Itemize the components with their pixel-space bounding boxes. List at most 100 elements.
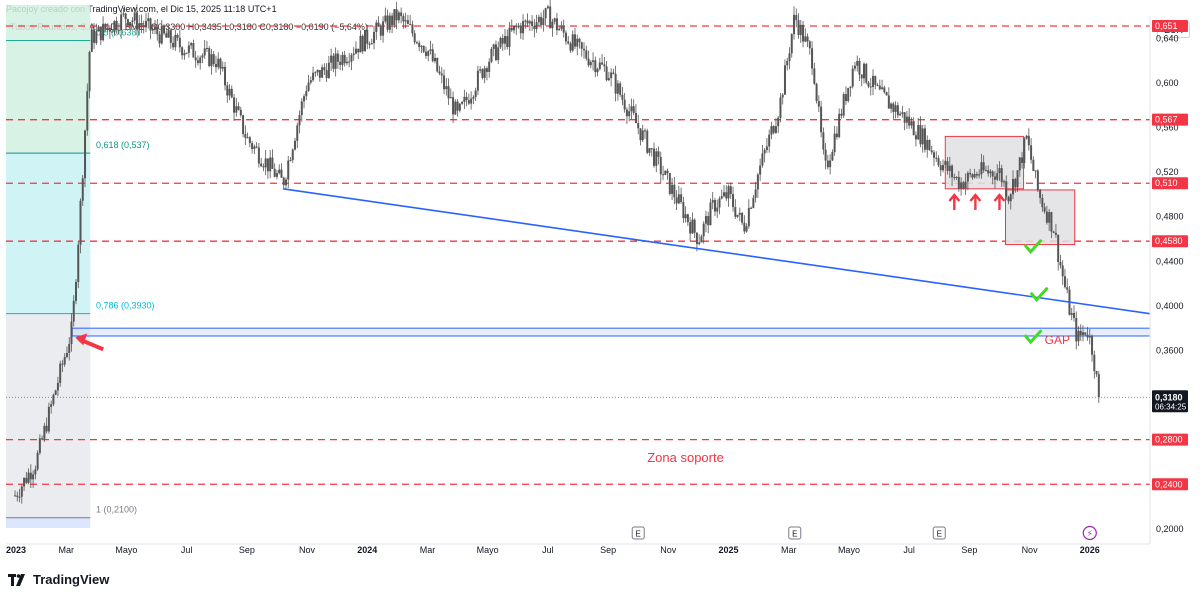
candle-body: [289, 160, 292, 162]
fib-label: 0,5 (0,638): [96, 28, 140, 38]
candle-body: [90, 29, 93, 52]
candle-body: [641, 130, 644, 141]
candle-body: [1054, 232, 1057, 235]
candle-body: [876, 84, 879, 86]
candle-body: [253, 146, 256, 149]
candle-body: [273, 168, 276, 177]
candle-body: [709, 202, 712, 226]
candle-body: [402, 16, 405, 22]
candle-body: [865, 63, 868, 83]
candle-body: [210, 54, 213, 67]
candle-body: [811, 48, 814, 69]
candle-body: [81, 178, 84, 201]
candle-body: [932, 152, 935, 158]
x-tick-label: Sep: [239, 545, 255, 555]
candle-body: [783, 65, 786, 95]
candle-body: [984, 170, 987, 172]
tradingview-logo[interactable]: TradingView: [8, 572, 109, 587]
candle-body: [993, 176, 996, 180]
candle-body: [1057, 234, 1060, 263]
candle-body: [260, 163, 263, 167]
candle-body: [1077, 330, 1080, 342]
candle-body: [844, 94, 847, 102]
candle-body: [519, 25, 522, 34]
candle-body: [1027, 135, 1030, 146]
candle-body: [953, 177, 956, 179]
candle-body: [27, 472, 30, 483]
candle-body: [16, 495, 19, 497]
candle-body: [772, 126, 775, 133]
candle-body: [628, 111, 631, 117]
candle-body: [165, 33, 168, 38]
candle-body: [598, 62, 601, 69]
candle-body: [723, 192, 726, 197]
candle-body: [409, 23, 412, 25]
candle-body: [908, 116, 911, 126]
level-price-tag-label: 0,651: [1155, 21, 1178, 31]
candle-body: [587, 58, 590, 66]
candle-body: [269, 157, 272, 172]
candle-body: [126, 19, 129, 26]
x-tick-label: Sep: [600, 545, 616, 555]
candle-body: [404, 20, 407, 22]
candle-body: [987, 170, 990, 174]
candle-body: [321, 67, 324, 78]
candle-body: [86, 91, 89, 131]
candle-body: [307, 82, 310, 91]
last-price-label: 0,3180: [1155, 392, 1183, 402]
candle-body: [781, 94, 784, 98]
candle-body: [802, 24, 805, 42]
candle-body: [948, 165, 951, 171]
up-arrow-icon: [969, 193, 982, 210]
candle-body: [1025, 135, 1028, 139]
candle-body: [1000, 168, 1003, 183]
candle-body: [456, 101, 459, 111]
candle-body: [490, 48, 493, 62]
candle-body: [585, 50, 588, 59]
candle-body: [190, 43, 193, 46]
candle-body: [892, 103, 895, 112]
candle-body: [135, 12, 138, 30]
candle-body: [707, 216, 710, 226]
candle-body: [553, 18, 556, 22]
candle-body: [890, 103, 893, 109]
candle-body: [330, 55, 333, 63]
y-tick-label: 0,640: [1156, 33, 1179, 43]
candle-body: [18, 496, 21, 498]
candle-body: [1050, 212, 1053, 232]
candle-body: [248, 137, 251, 144]
candle-body: [440, 73, 443, 76]
candle-body: [750, 207, 753, 209]
candle-body: [79, 200, 82, 245]
candle-body: [795, 14, 798, 21]
candle-body: [244, 134, 247, 138]
candle-body: [975, 173, 978, 176]
candle-body: [998, 168, 1001, 174]
candle-body: [533, 26, 536, 30]
candle-body: [668, 173, 671, 194]
candle-body: [14, 495, 17, 497]
candle-body: [183, 53, 186, 56]
candle-body: [104, 23, 107, 30]
candle-body: [842, 94, 845, 116]
candle-body: [316, 69, 319, 73]
candle-body: [506, 36, 509, 47]
candle-body: [38, 438, 41, 453]
candle-body: [377, 22, 380, 27]
candle-body: [140, 23, 143, 26]
candle-body: [881, 87, 884, 90]
candle-body: [513, 26, 516, 31]
candle-body: [790, 34, 793, 54]
candle-body: [592, 60, 595, 62]
candle-body: [224, 66, 227, 86]
gap-band: [71, 327, 1151, 337]
candle-body: [284, 179, 287, 186]
candle-body: [138, 23, 141, 30]
candle-body: [185, 52, 188, 54]
candle-body: [1061, 265, 1064, 277]
candle-body: [375, 22, 378, 33]
x-tick-label: 2025: [719, 545, 739, 555]
candle-body: [77, 244, 80, 282]
ohlc-values: O0,3300 H0,3435 L0,3180 C0,3180 −0,0190 …: [150, 22, 368, 32]
